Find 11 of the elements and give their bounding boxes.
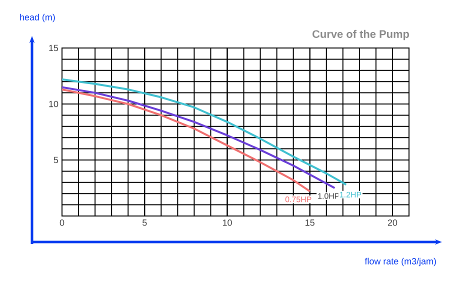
- y-tick-label: 10: [49, 100, 58, 108]
- y-axis-title: head (m): [20, 14, 55, 22]
- x-tick-label: 15: [306, 220, 314, 226]
- x-tick-label: 5: [142, 220, 147, 226]
- chart-title: Curve of the Pump: [312, 30, 410, 40]
- x-tick-label: 10: [222, 220, 232, 226]
- y-tick-label: 15: [49, 44, 58, 52]
- x-axis-title: flow rate (m3/jam): [364, 258, 436, 266]
- x-tick-label: 0: [60, 220, 64, 226]
- x-tick-label: 20: [388, 220, 398, 226]
- y-tick-label: 5: [54, 156, 58, 164]
